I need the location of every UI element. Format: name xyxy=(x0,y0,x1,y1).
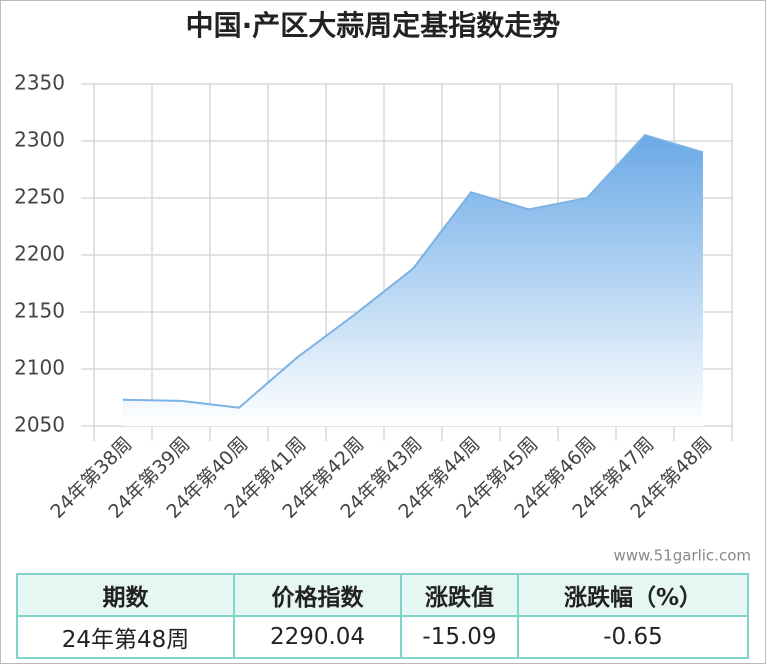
table-header: 期数 价格指数 涨跌值 涨跌幅（%） xyxy=(16,573,749,617)
cell: 24年第48周 xyxy=(16,615,235,659)
y-tick-label: 2300 xyxy=(14,128,65,152)
area xyxy=(123,135,703,426)
watermark: www.51garlic.com xyxy=(613,547,751,565)
table-row: 24年第48周 2290.04 -15.09 -0.65 xyxy=(16,615,749,659)
header-cell: 价格指数 xyxy=(233,573,402,617)
chart-title: 中国·产区大蒜周定基指数走势 xyxy=(186,9,561,42)
y-tick-label: 2050 xyxy=(14,413,65,437)
y-tick-label: 2250 xyxy=(14,185,65,209)
header-cell: 涨跌值 xyxy=(400,573,519,617)
y-tick-label: 2150 xyxy=(14,299,65,323)
y-tick-label: 2200 xyxy=(14,242,65,266)
header-cell: 涨跌幅（%） xyxy=(517,573,749,617)
summary-table: 期数 价格指数 涨跌值 涨跌幅（%） 24年第48周 2290.04 -15.0… xyxy=(16,573,749,659)
y-tick-label: 2350 xyxy=(14,71,65,95)
cell: -0.65 xyxy=(517,615,749,659)
cell: 2290.04 xyxy=(233,615,402,659)
cell: -15.09 xyxy=(400,615,519,659)
chart: 中国·产区大蒜周定基指数走势 www.51garlic.com 2050 2100… xyxy=(14,9,751,565)
header-cell: 期数 xyxy=(16,573,235,617)
line xyxy=(122,134,704,409)
y-tick-label: 2100 xyxy=(14,356,65,380)
